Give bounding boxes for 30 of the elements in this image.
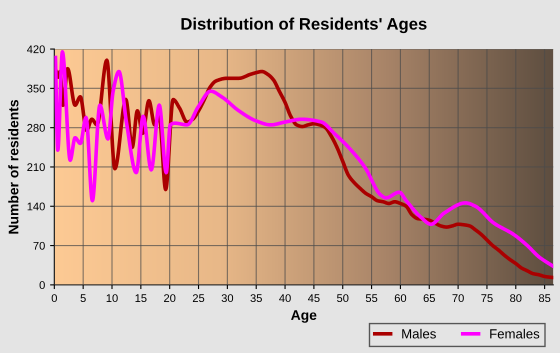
x-tick-label: 85 [538, 294, 550, 302]
chart-title: Distribution of Residents' Ages [181, 18, 427, 34]
legend-label: Females [490, 328, 540, 339]
x-tick-label: 5 [80, 294, 86, 302]
y-tick-label: 420 [27, 45, 45, 54]
x-tick-label: 25 [192, 294, 204, 302]
y-tick-label: 70 [34, 242, 45, 250]
x-tick-label: 70 [452, 294, 464, 302]
y-tick-label: 280 [27, 124, 45, 132]
y-tick-label: 350 [27, 84, 45, 93]
x-tick-label: 65 [424, 294, 435, 302]
x-tick-label: 10 [106, 294, 118, 302]
x-tick-label: 45 [308, 294, 320, 302]
x-tick-label: 35 [250, 294, 262, 302]
y-tick-label: 0 [40, 281, 45, 290]
legend-label: Males [402, 328, 436, 339]
x-tick-label: 20 [164, 294, 176, 302]
x-tick-label: 60 [394, 294, 406, 302]
x-tick-label: 30 [222, 294, 234, 302]
x-tick-label: 0 [52, 294, 57, 302]
x-tick-label: 15 [136, 294, 147, 302]
x-tick-label: 75 [481, 294, 493, 302]
y-tick-label: 210 [27, 163, 45, 172]
x-tick-label: 55 [366, 294, 378, 302]
x-axis-title: Age [291, 310, 316, 323]
y-tick-label: 140 [28, 202, 45, 210]
y-axis-title: Number of residents [8, 100, 18, 234]
x-tick-label: 40 [279, 294, 291, 302]
x-tick-label: 80 [510, 294, 522, 302]
x-tick-label: 50 [337, 294, 348, 302]
